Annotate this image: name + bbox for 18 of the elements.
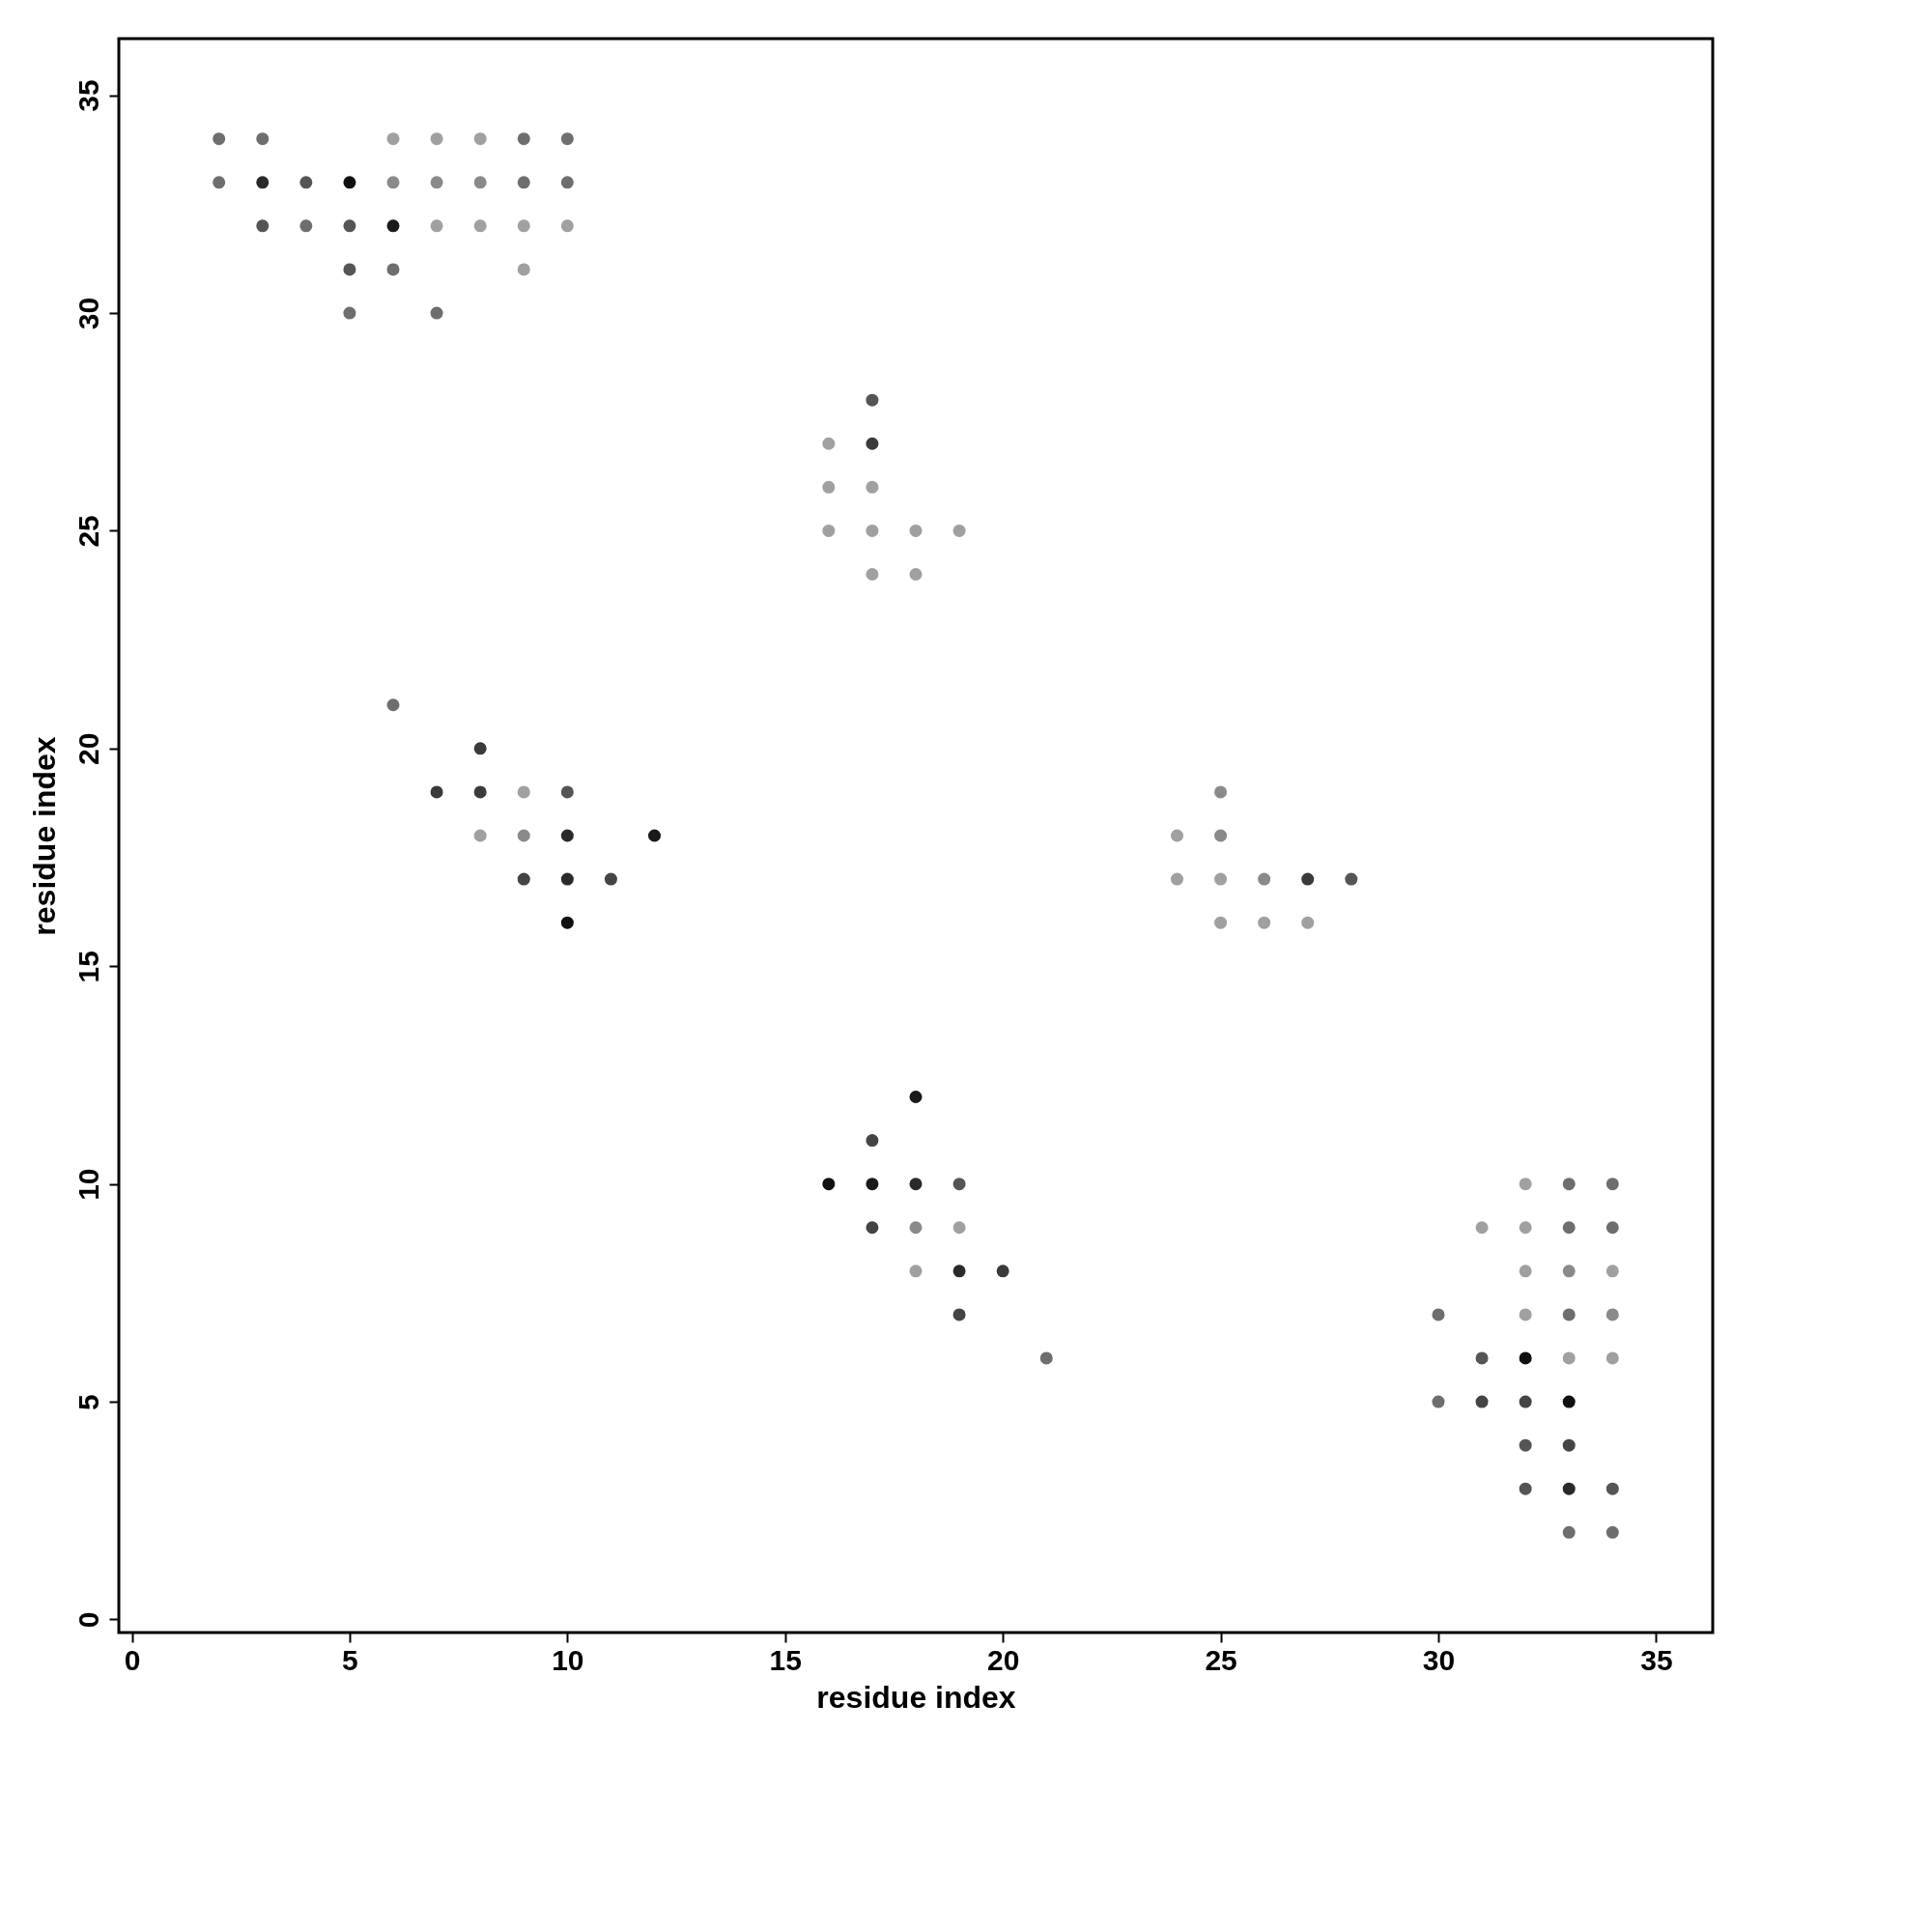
x-tick-label: 10 — [552, 1643, 584, 1676]
x-tick-label: 5 — [342, 1643, 358, 1676]
y-tick-label: 15 — [71, 951, 104, 983]
x-tick-label: 15 — [769, 1643, 802, 1676]
x-tick-label: 25 — [1205, 1643, 1237, 1676]
y-tick-label: 10 — [71, 1168, 104, 1201]
y-tick-label: 5 — [71, 1394, 104, 1410]
y-tick-label: 35 — [71, 79, 104, 112]
y-tick-label: 30 — [71, 297, 104, 330]
x-tick-label: 30 — [1422, 1643, 1456, 1676]
x-tick-label: 20 — [986, 1643, 1020, 1676]
y-tick-label: 25 — [71, 515, 104, 548]
x-tick-label: 0 — [124, 1643, 141, 1676]
y-tick-label: 20 — [71, 732, 104, 766]
x-tick-label: 35 — [1640, 1643, 1673, 1676]
y-axis-title: residue index — [26, 736, 62, 936]
x-axis-title: residue index — [816, 1679, 1016, 1715]
y-tick-label: 0 — [71, 1611, 104, 1629]
